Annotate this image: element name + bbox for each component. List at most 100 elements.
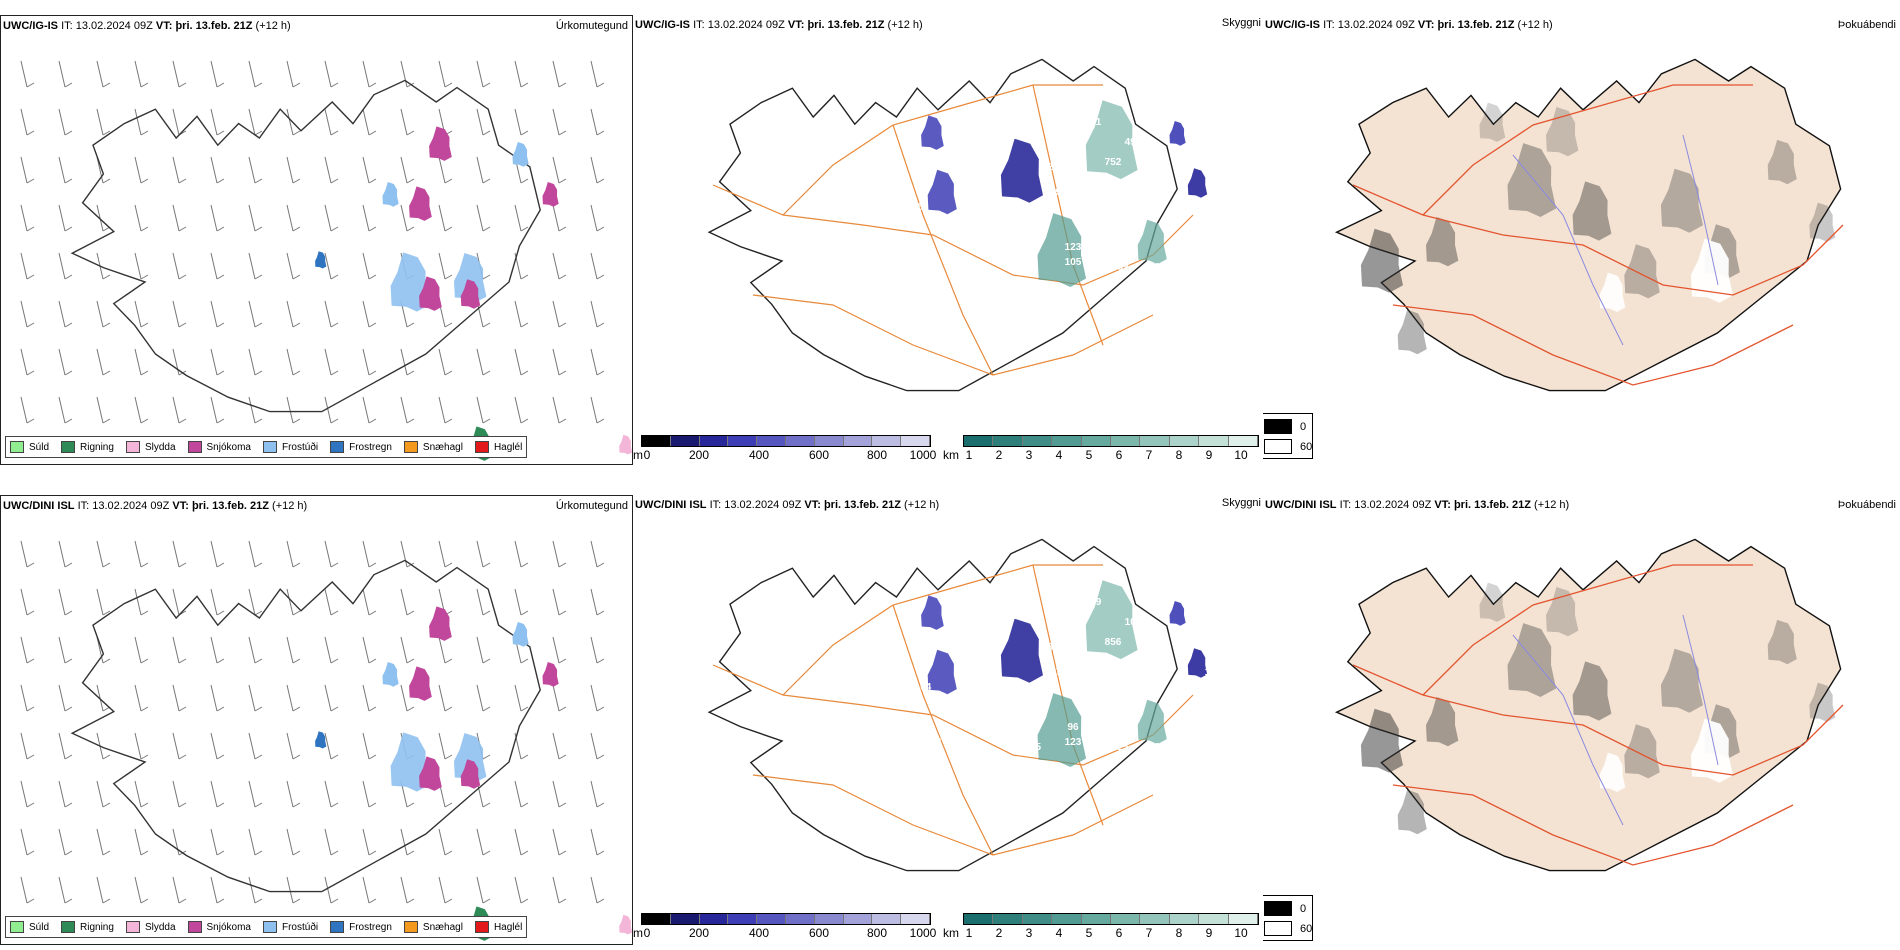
legend-swatch	[125, 921, 140, 933]
wind-barb	[438, 204, 446, 232]
cloud-value-label: 455	[1185, 622, 1202, 633]
wind-barbs	[20, 60, 605, 424]
legend-item-snjokoma: Snjókoma	[187, 441, 251, 453]
fog-area	[1660, 168, 1703, 233]
fog-area	[1426, 697, 1459, 747]
fog-area	[1767, 619, 1797, 665]
wind-barb-flag	[216, 610, 225, 616]
wind-barb	[400, 108, 408, 136]
road	[1352, 184, 1844, 296]
wind-barb-flag	[558, 274, 567, 280]
wind-barb-flag	[102, 274, 111, 280]
wind-barb-flag	[140, 658, 149, 664]
wind-barb-flag	[444, 658, 453, 664]
legend-swatch	[187, 921, 202, 933]
wind-barb	[20, 252, 28, 280]
cloud-panel-bottom: UWC/DINI ISL IT: 13.02.2024 09Z VT: þri.…	[633, 495, 1263, 945]
low-cloud-area	[1187, 648, 1208, 678]
wind-barb-flag	[26, 610, 35, 616]
legend-item-sudd: Súld	[10, 441, 49, 453]
fog-area	[1660, 648, 1703, 713]
wind-barb-flag	[444, 226, 453, 232]
wind-barb-flag	[444, 178, 453, 184]
road	[892, 124, 994, 376]
wind-barb	[20, 876, 28, 904]
legend-item-sudd: Súld	[10, 921, 49, 933]
wind-barbs	[20, 540, 605, 904]
wind-barb-flag	[64, 82, 73, 88]
wind-barb-flag	[520, 658, 529, 664]
wind-barb-flag	[596, 226, 605, 232]
snow-area	[429, 606, 452, 641]
wind-barb	[134, 732, 142, 760]
wind-barb-flag	[558, 610, 567, 616]
wind-barb	[514, 60, 522, 88]
wind-barb-flag	[26, 706, 35, 712]
road	[892, 604, 994, 856]
fog-area	[1767, 139, 1797, 185]
wind-barb-flag	[596, 322, 605, 328]
wind-barb	[590, 636, 598, 664]
wind-barb-flag	[292, 802, 301, 808]
fog-shading	[1360, 102, 1836, 355]
cloud-value-label: 99	[1137, 657, 1149, 668]
cloud-value-label: 87	[1097, 687, 1109, 698]
wind-barb	[286, 108, 294, 136]
freezing-drizzle-area	[512, 142, 529, 167]
wind-barb	[590, 300, 598, 328]
wind-barb-flag	[558, 850, 567, 856]
wind-barb	[172, 540, 180, 568]
wind-barb	[438, 636, 446, 664]
snow-area	[542, 182, 559, 207]
snow-area	[429, 126, 452, 161]
wind-barb	[210, 60, 218, 88]
snow-area	[419, 756, 442, 791]
wind-barb	[248, 300, 256, 328]
wind-barb-flag	[596, 178, 605, 184]
freezing-drizzle-area	[382, 182, 399, 207]
wind-barb	[172, 252, 180, 280]
panel-header: UWC/IG-IS IT: 13.02.2024 09Z VT: þri. 13…	[1265, 19, 1553, 31]
wind-barb	[172, 828, 180, 856]
wind-barb	[286, 780, 294, 808]
wind-barb-flag	[368, 802, 377, 808]
wind-barb	[134, 540, 142, 568]
sleet-area	[619, 914, 632, 935]
wind-barb-flag	[292, 370, 301, 376]
fog-legend-row: 0	[1264, 419, 1306, 434]
cloud-value-label: 110	[980, 172, 997, 183]
wind-barb	[20, 108, 28, 136]
wind-barb-flag	[330, 274, 339, 280]
wind-barb-flag	[558, 370, 567, 376]
cloud-value-label: 105	[1085, 747, 1102, 758]
wind-barb-flag	[558, 418, 567, 424]
wind-barb-flag	[140, 322, 149, 328]
cloud-value-label: 107	[1125, 617, 1142, 628]
wind-barb	[210, 396, 218, 424]
wind-barb-flag	[330, 562, 339, 568]
wind-barb-flag	[330, 658, 339, 664]
freezing-drizzle-area	[512, 622, 529, 647]
wind-barb-flag	[292, 850, 301, 856]
wind-barb	[134, 828, 142, 856]
wind-barb	[96, 348, 104, 376]
wind-barb-flag	[482, 802, 491, 808]
wind-barb	[362, 684, 370, 712]
wind-barb-flag	[520, 82, 529, 88]
wind-barb	[438, 828, 446, 856]
wind-barb-flag	[26, 130, 35, 136]
wind-barb-flag	[216, 322, 225, 328]
wind-barb-flag	[254, 754, 263, 760]
wind-barb	[286, 828, 294, 856]
cloud-base-area	[1085, 100, 1138, 180]
cloud-value-label: 103	[945, 702, 962, 713]
wind-barb-flag	[444, 418, 453, 424]
fog-panel-bottom: UWC/DINI ISL IT: 13.02.2024 09Z VT: þri.…	[1263, 495, 1900, 945]
cloud-value-label: 856	[1105, 637, 1122, 648]
wind-barb	[400, 636, 408, 664]
cloud-value-label: 136	[1085, 267, 1102, 278]
wind-barb-flag	[406, 610, 415, 616]
fog-area	[1507, 143, 1557, 217]
cloud-value-label: 101	[1005, 207, 1022, 218]
wind-barb-flag	[444, 562, 453, 568]
